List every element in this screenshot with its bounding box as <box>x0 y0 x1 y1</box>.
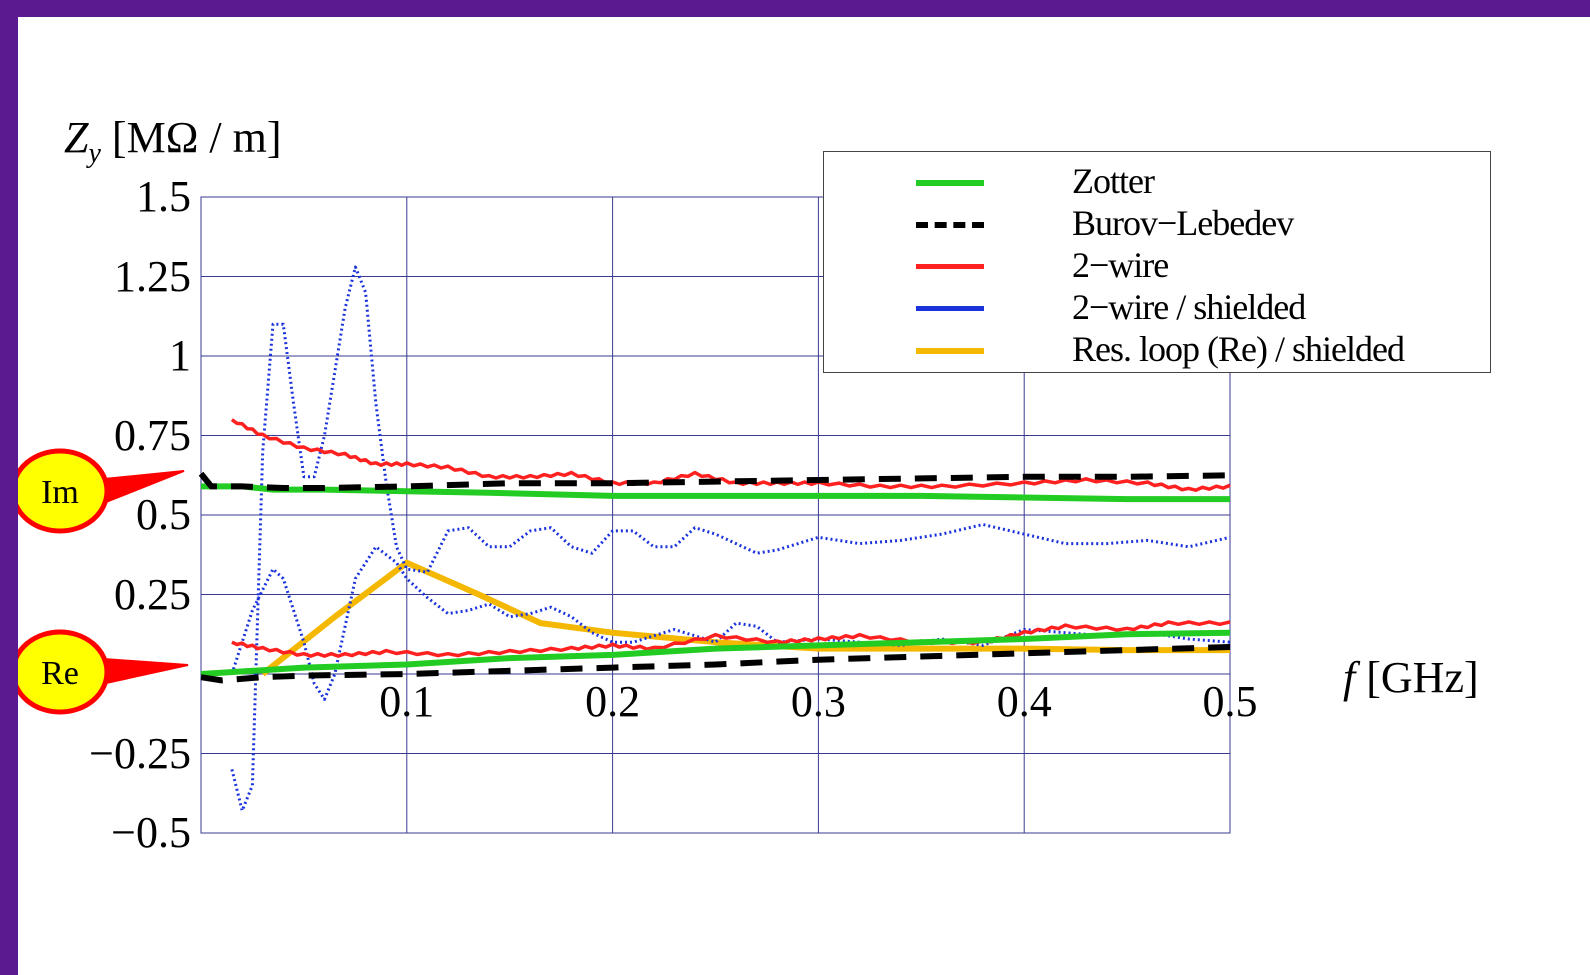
x-tick-label: 0.3 <box>790 677 846 726</box>
series-line-2-wire-shielded <box>230 265 1231 813</box>
series-line-burov-lebedev <box>200 644 1231 684</box>
legend-label-res-loop: Res. loop (Re) / shielded <box>1072 329 1405 369</box>
legend-item-2-wire-shielded: 2−wire / shielded <box>824 287 1490 327</box>
y-axis-title: Zy [MΩ / m] <box>64 112 282 170</box>
series-line-2-wire <box>230 418 1231 492</box>
chart-canvas: Im Re <box>18 196 1231 834</box>
x-tick-label: 0.4 <box>996 677 1052 726</box>
legend-label-zotter: Zotter <box>1072 161 1155 201</box>
callout-re: Re <box>18 629 189 715</box>
legend-item-burov-lebedev: Burov−Lebedev <box>824 203 1490 243</box>
x-tick-label: 0.2 <box>585 677 641 726</box>
callout-im-label: Im <box>41 474 79 511</box>
legend-item-res-loop: Res. loop (Re) / shielded <box>824 329 1490 369</box>
series-group <box>198 265 1231 813</box>
y-axis-symbol: Z <box>64 113 89 162</box>
y-tick-label: 1 <box>169 331 191 380</box>
series-line-2-wire <box>231 620 1231 658</box>
y-tick-label: 1.5 <box>136 172 191 221</box>
legend-label-2-wire-shielded: 2−wire / shielded <box>1072 287 1306 327</box>
series-line-zotter <box>200 629 1231 677</box>
legend-swatch-burov-lebedev <box>916 222 984 228</box>
y-tick-label: 0.5 <box>136 490 191 539</box>
x-axis-title: f [GHz] <box>1343 652 1479 703</box>
series-line-res-loop-re-shielded <box>260 559 1230 677</box>
series-line-burov-lebedev <box>198 471 1231 491</box>
y-tick-label: 0.25 <box>114 569 191 619</box>
legend-swatch-2-wire <box>916 264 984 269</box>
legend-swatch-res-loop <box>916 348 984 354</box>
callout-re-label: Re <box>41 655 79 692</box>
legend-swatch-2-wire-shielded <box>916 306 984 311</box>
legend-item-2-wire: 2−wire <box>824 245 1490 285</box>
y-tick-label: −0.5 <box>111 808 191 857</box>
x-tick-label: 0.5 <box>1202 677 1258 726</box>
y-tick-label: 0.75 <box>114 410 191 460</box>
x-axis-unit: [GHz] <box>1366 653 1479 702</box>
legend: Zotter Burov−Lebedev 2−wire 2−wire / shi… <box>823 151 1491 373</box>
y-tick-label: 1.25 <box>114 251 191 301</box>
x-tick-label: 0.1 <box>379 677 435 726</box>
callout-im: Im <box>18 448 185 534</box>
x-axis-symbol: f <box>1343 653 1356 702</box>
y-tick-label: −0.25 <box>89 728 191 778</box>
y-axis-subscript: y <box>88 137 101 169</box>
legend-swatch-zotter <box>916 180 984 186</box>
slide-background: Im Re Zy [MΩ / m] f [GHz] 1.5 1.25 1 0.75 0.… <box>18 17 1590 975</box>
legend-label-2-wire: 2−wire <box>1072 245 1169 285</box>
y-axis-unit: [MΩ / m] <box>111 113 282 162</box>
legend-item-zotter: Zotter <box>824 161 1490 201</box>
legend-label-burov-lebedev: Burov−Lebedev <box>1072 203 1294 243</box>
